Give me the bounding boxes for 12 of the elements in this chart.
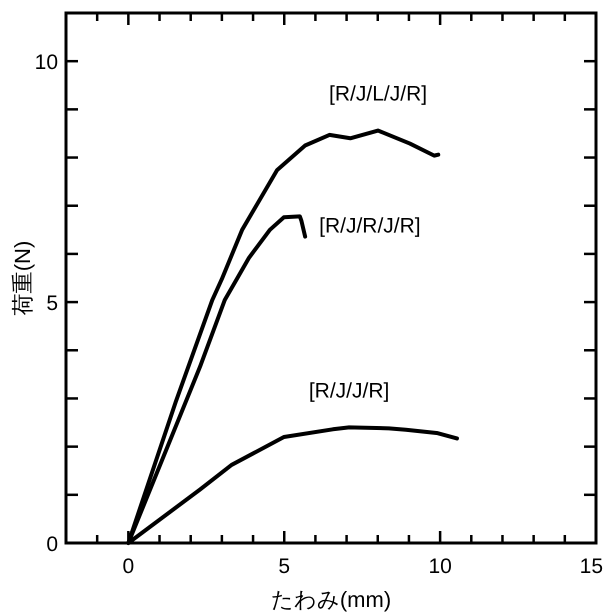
series-label: [R/J/R/J/R] [319,214,421,238]
series-label: [R/J/J/R] [308,379,390,402]
x-tick-label: 15 [580,555,603,578]
x-tick-label: 0 [122,555,134,578]
y-tick-label: 10 [34,51,58,74]
y-tick-label: 0 [46,533,58,556]
y-axis-title: 荷重(N) [10,240,35,316]
x-tick-label: 10 [428,555,452,578]
series-label: [R/J/L/J/R] [329,82,428,106]
x-tick-label: 5 [278,555,290,578]
y-tick-label: 5 [46,292,58,316]
x-axis-title: たわみ(mm) [270,587,392,612]
